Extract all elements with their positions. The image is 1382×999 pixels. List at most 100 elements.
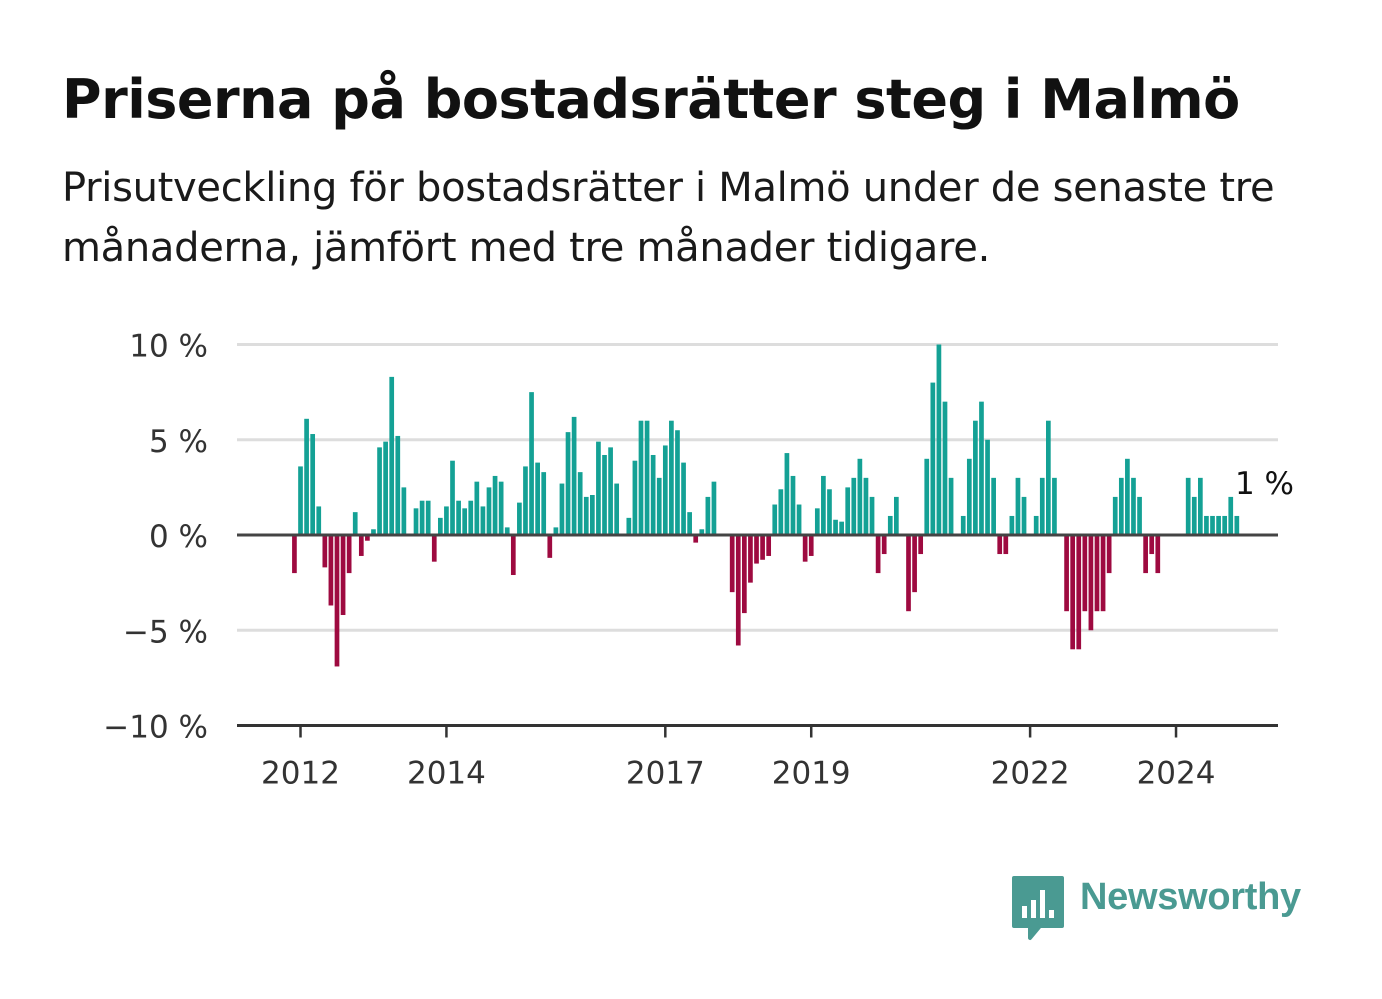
- bar: [906, 535, 911, 612]
- bar: [881, 535, 887, 555]
- bar: [1155, 535, 1161, 574]
- bar: [748, 535, 753, 583]
- bar: [796, 504, 802, 535]
- bar: [966, 458, 972, 535]
- bar: [565, 432, 571, 535]
- bar: [1003, 535, 1009, 555]
- bar: [559, 483, 565, 535]
- bar: [827, 489, 832, 535]
- bar: [462, 508, 468, 535]
- bar: [857, 458, 863, 535]
- x-tick-label: 2014: [407, 756, 486, 792]
- bar: [480, 506, 486, 536]
- bar: [328, 535, 334, 606]
- bar: [669, 420, 674, 535]
- x-tick-label: 2024: [1137, 756, 1216, 792]
- bar: [644, 420, 650, 535]
- bar: [1100, 535, 1106, 612]
- y-tick-label: −10 %: [103, 710, 208, 746]
- bar: [656, 477, 662, 535]
- bar: [468, 500, 474, 535]
- bar: [517, 502, 522, 535]
- x-tick-label: 2019: [772, 756, 851, 792]
- y-tick-label: −5 %: [123, 614, 208, 650]
- bar: [991, 477, 996, 535]
- bar: [638, 420, 644, 535]
- bar: [541, 472, 547, 535]
- bar: [419, 500, 425, 535]
- bar: [930, 382, 936, 535]
- bar: [772, 504, 778, 535]
- bar: [918, 535, 924, 555]
- bar: [438, 517, 443, 535]
- bar: [711, 481, 717, 535]
- last-value-annotation: 1 %: [1235, 466, 1294, 502]
- bar: [1064, 535, 1069, 612]
- bar: [1009, 515, 1015, 535]
- bar: [760, 535, 765, 560]
- bar: [1222, 515, 1228, 535]
- bar: [1082, 535, 1088, 612]
- bar: [547, 535, 553, 558]
- bar: [1070, 535, 1076, 650]
- bar: [1112, 496, 1118, 535]
- bar: [1185, 477, 1191, 535]
- bar: [553, 527, 559, 535]
- bar: [778, 489, 784, 535]
- bar: [1137, 496, 1142, 535]
- chart-title: Priserna på bostadsrätter steg i Malmö: [62, 68, 1240, 131]
- bar: [529, 392, 534, 536]
- bar: [1046, 420, 1051, 535]
- bar: [1216, 515, 1221, 535]
- bar: [833, 519, 838, 535]
- bar: [571, 416, 577, 535]
- bar: [662, 445, 668, 535]
- bar: [456, 500, 461, 535]
- bar: [358, 535, 364, 556]
- bar: [504, 527, 510, 535]
- x-tick-label: 2017: [626, 756, 705, 792]
- bar: [583, 496, 589, 535]
- bar: [790, 475, 796, 535]
- bar: [395, 435, 401, 535]
- bar: [784, 453, 790, 535]
- bar: [687, 512, 692, 535]
- bar: [352, 512, 358, 535]
- bar: [1088, 535, 1094, 631]
- y-axis-tick-labels: 10 % 5 % 0 % −5 % −10 %: [103, 329, 208, 746]
- bar: [869, 496, 875, 535]
- bar: [1021, 496, 1027, 535]
- bar-chart: 10 % 5 % 0 % −5 % −10 % 2012 2014 2017 2019 2022…: [103, 329, 1294, 792]
- bar: [577, 472, 583, 535]
- bar: [1143, 535, 1148, 574]
- bar: [650, 454, 656, 535]
- bar: [535, 462, 540, 535]
- bar: [371, 529, 376, 535]
- bar: [298, 466, 303, 535]
- bar: [1149, 535, 1155, 555]
- bar: [997, 535, 1003, 555]
- bar: [450, 460, 455, 535]
- bar: [401, 487, 407, 536]
- y-tick-label: 5 %: [149, 424, 208, 460]
- bar: [1131, 477, 1136, 535]
- bar: [632, 460, 638, 535]
- bar: [985, 439, 990, 535]
- bar: [425, 500, 431, 535]
- bar: [735, 535, 741, 646]
- bar: [948, 477, 954, 535]
- bar: [693, 535, 699, 543]
- bar: [389, 376, 395, 535]
- bar: [675, 430, 680, 536]
- bar: [626, 517, 632, 535]
- bar: [1094, 535, 1100, 612]
- bar: [310, 434, 316, 535]
- bar: [1052, 477, 1057, 535]
- bar: [1198, 477, 1203, 535]
- brand-name: Newsworthy: [1080, 876, 1301, 918]
- bar: [754, 535, 759, 564]
- bar: [334, 535, 340, 667]
- bar: [973, 420, 978, 535]
- bar: [845, 487, 851, 536]
- bar: [875, 535, 881, 574]
